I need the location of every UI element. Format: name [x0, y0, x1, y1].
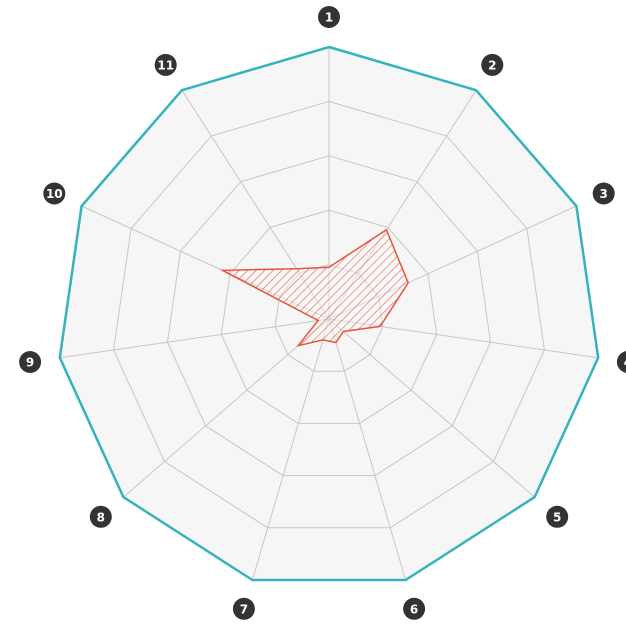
- axis-badge: [154, 53, 177, 76]
- series-area-1: [219, 228, 410, 347]
- axis-label-text: 3: [600, 187, 608, 201]
- axis-badge: [592, 182, 615, 205]
- axis-label-text: 10: [46, 187, 63, 201]
- spoke-6: [328, 318, 407, 581]
- axis-label-8: 8: [89, 505, 112, 528]
- axis-label-3: 3: [592, 182, 615, 205]
- grid-ring-2: [220, 209, 438, 424]
- axis-badge: [616, 351, 626, 373]
- axis-label-10: 10: [43, 182, 66, 205]
- axis-labels: 1 2 3 4 5 6 7 8 9 10 11: [19, 6, 626, 620]
- spoke-5: [328, 318, 535, 498]
- axis-label-6: 6: [403, 597, 426, 620]
- outer-ring: [58, 45, 600, 582]
- axis-badge: [403, 597, 426, 620]
- axis-label-11: 11: [154, 53, 177, 76]
- grid-ring-4: [113, 100, 545, 529]
- axis-label-text: 7: [240, 602, 248, 616]
- axis-badge: [481, 53, 504, 76]
- axis-label-text: 5: [553, 510, 561, 524]
- axis-badge: [318, 6, 340, 28]
- axis-label-5: 5: [546, 505, 569, 528]
- spoke-9: [59, 318, 330, 359]
- axis-badge: [546, 505, 569, 528]
- axis-badge: [43, 182, 66, 205]
- grid-ring-3: [166, 155, 492, 477]
- axis-label-4: 4: [616, 351, 626, 373]
- spoke-7: [251, 318, 330, 581]
- axis-label-1: 1: [318, 6, 340, 28]
- axis-label-9: 9: [19, 351, 42, 373]
- axis-label-text: 11: [157, 58, 174, 72]
- axis-label-text: 2: [488, 58, 496, 72]
- axis-badge: [232, 597, 255, 620]
- axis-label-text: 4: [624, 356, 626, 370]
- series-layer: [219, 228, 410, 347]
- axis-label-text: 1: [325, 11, 333, 25]
- axis-badge: [19, 351, 42, 373]
- axis-badge: [89, 505, 112, 528]
- axis-label-text: 8: [97, 510, 105, 524]
- axis-label-text: 9: [26, 356, 34, 370]
- spoke-8: [123, 318, 330, 498]
- axis-label-text: 6: [410, 602, 418, 616]
- axis-label-2: 2: [481, 53, 504, 76]
- axis-label-7: 7: [232, 597, 255, 620]
